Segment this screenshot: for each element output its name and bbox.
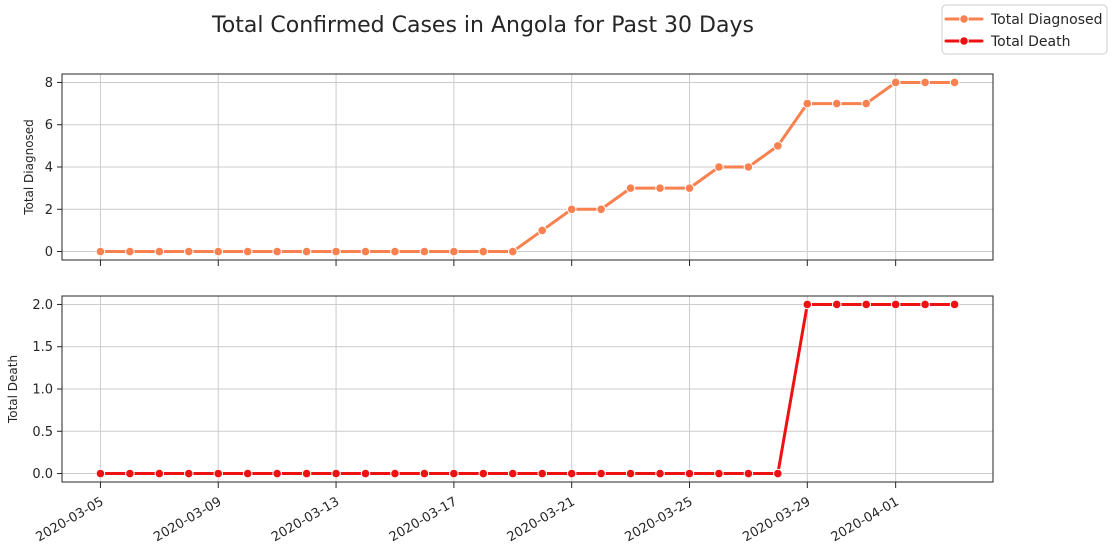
y-tick-label: 4 xyxy=(45,161,53,176)
data-point xyxy=(831,98,842,109)
data-point xyxy=(743,162,754,172)
y-tick-label: 1.0 xyxy=(32,383,53,398)
x-tick-label: 2020-03-29 xyxy=(740,494,813,545)
data-point xyxy=(890,299,901,310)
y-axis-label: Total Diagnosed xyxy=(22,119,36,216)
chart-title: Total Confirmed Cases in Angola for Past… xyxy=(211,13,754,38)
x-tick-label: 2020-03-21 xyxy=(505,494,578,545)
data-point xyxy=(714,468,724,479)
x-axis-tick-labels: 2020-03-05 2020-03-09 2020-03-13 2020-03-17… xyxy=(33,494,901,545)
data-point xyxy=(95,468,106,479)
data-point xyxy=(419,468,430,479)
panel-total-death: 0.0 0.5 1.0 1.5 2.0 Total Death xyxy=(6,295,994,488)
series-line-total-death xyxy=(98,302,957,476)
data-point xyxy=(537,225,548,236)
data-point xyxy=(301,246,312,257)
data-point xyxy=(861,98,872,109)
data-point xyxy=(714,162,724,172)
data-point xyxy=(743,468,754,479)
data-point xyxy=(655,468,665,479)
data-point xyxy=(684,468,695,479)
data-point xyxy=(802,98,813,109)
data-point xyxy=(773,141,783,151)
data-point xyxy=(537,468,548,479)
data-point xyxy=(831,299,842,310)
data-point xyxy=(360,246,371,257)
legend-marker xyxy=(959,36,969,46)
data-point xyxy=(390,246,400,257)
data-point xyxy=(655,183,665,193)
data-point xyxy=(920,299,930,310)
data-point xyxy=(566,468,577,479)
data-point xyxy=(684,183,695,193)
data-point xyxy=(213,468,224,479)
data-point xyxy=(449,246,459,257)
data-point xyxy=(242,468,253,479)
data-point xyxy=(125,246,135,257)
data-point xyxy=(596,204,606,215)
y-tick-label: 6 xyxy=(45,118,53,133)
data-point xyxy=(478,246,489,257)
data-point xyxy=(331,468,341,479)
legend: Total Diagnosed Total Death xyxy=(941,4,1108,55)
y-tick-label: 2.0 xyxy=(32,298,53,313)
data-point xyxy=(183,468,194,479)
data-point xyxy=(213,246,224,257)
data-point xyxy=(949,77,960,88)
data-point xyxy=(390,468,400,479)
x-tick-label: 2020-04-01 xyxy=(829,494,902,545)
y-tick-label: 8 xyxy=(45,76,53,91)
data-point xyxy=(419,246,430,257)
data-point xyxy=(331,246,341,257)
data-point xyxy=(566,204,577,215)
data-point xyxy=(890,77,901,88)
data-point xyxy=(95,246,106,257)
data-point xyxy=(625,183,636,193)
data-point xyxy=(478,468,489,479)
axes-frame xyxy=(61,73,994,261)
data-point xyxy=(625,468,636,479)
data-point xyxy=(154,468,165,479)
data-point xyxy=(596,468,606,479)
y-tick-label: 0.5 xyxy=(32,425,53,440)
axes-frame xyxy=(61,295,994,483)
x-tick-label: 2020-03-25 xyxy=(623,494,696,545)
x-tick-label: 2020-03-09 xyxy=(151,494,224,545)
data-point xyxy=(449,468,459,479)
data-point xyxy=(507,468,518,479)
data-point xyxy=(154,246,165,257)
data-point xyxy=(949,299,960,310)
x-tick-label: 2020-03-05 xyxy=(33,494,106,545)
data-point xyxy=(861,299,872,310)
legend-marker xyxy=(959,14,969,24)
legend-label: Total Diagnosed xyxy=(990,12,1103,28)
data-point xyxy=(272,468,282,479)
y-tick-label: 1.5 xyxy=(32,340,53,355)
data-point xyxy=(802,299,813,310)
x-tick-label: 2020-03-17 xyxy=(387,494,460,545)
data-point xyxy=(920,77,930,88)
data-point xyxy=(272,246,282,257)
panel-total-diagnosed: 0 2 4 6 8 Total Diagnosed xyxy=(22,73,994,266)
data-point xyxy=(183,246,194,257)
data-point xyxy=(360,468,371,479)
data-point xyxy=(301,468,312,479)
data-point xyxy=(242,246,253,257)
y-tick-label: 0 xyxy=(45,245,53,260)
series-line-total-diagnosed xyxy=(98,80,957,254)
legend-label: Total Death xyxy=(990,34,1070,50)
x-tick-label: 2020-03-13 xyxy=(269,494,342,545)
y-axis-label: Total Death xyxy=(6,355,20,424)
y-tick-label: 2 xyxy=(45,203,53,218)
y-tick-label: 0.0 xyxy=(32,467,53,482)
data-point xyxy=(507,246,518,257)
data-point xyxy=(125,468,135,479)
data-point xyxy=(773,468,783,479)
